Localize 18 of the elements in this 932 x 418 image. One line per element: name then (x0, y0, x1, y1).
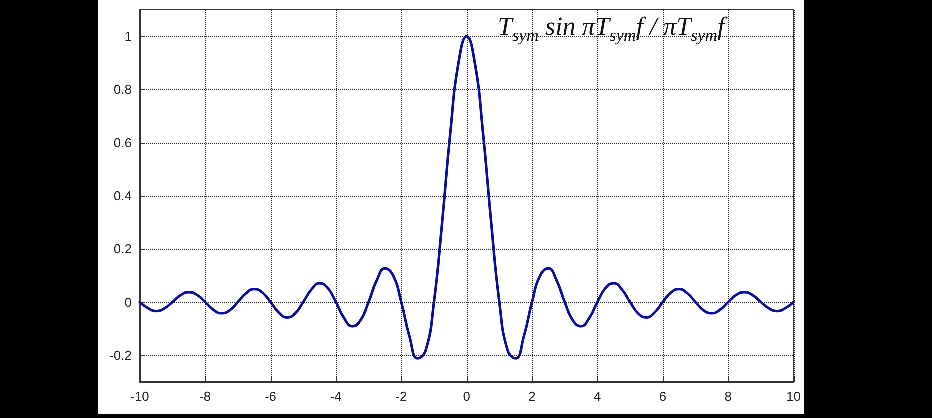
x-tick-label: 4 (594, 389, 602, 404)
y-tick-label: 0.8 (114, 82, 132, 98)
x-tick-label: -8 (200, 389, 212, 404)
x-tick-label: 2 (528, 389, 536, 404)
y-tick-label: 0 (124, 294, 132, 310)
x-tick-label: -10 (130, 389, 150, 404)
x-tick-label: 0 (463, 389, 470, 404)
y-tick-label: -0.2 (110, 348, 132, 363)
y-tick-label: 0.6 (114, 135, 132, 150)
y-tick-label: 1 (124, 29, 132, 44)
x-tick-label: -2 (396, 389, 408, 404)
y-tick-label: 0.4 (114, 188, 132, 204)
x-tick-label: -6 (264, 389, 277, 404)
x-tick-label: 8 (724, 389, 732, 404)
x-tick-label: 10 (786, 389, 802, 404)
x-tick-label: -4 (330, 389, 342, 404)
x-tick-label: 6 (659, 389, 667, 404)
y-tick-label: 0.2 (114, 242, 132, 257)
